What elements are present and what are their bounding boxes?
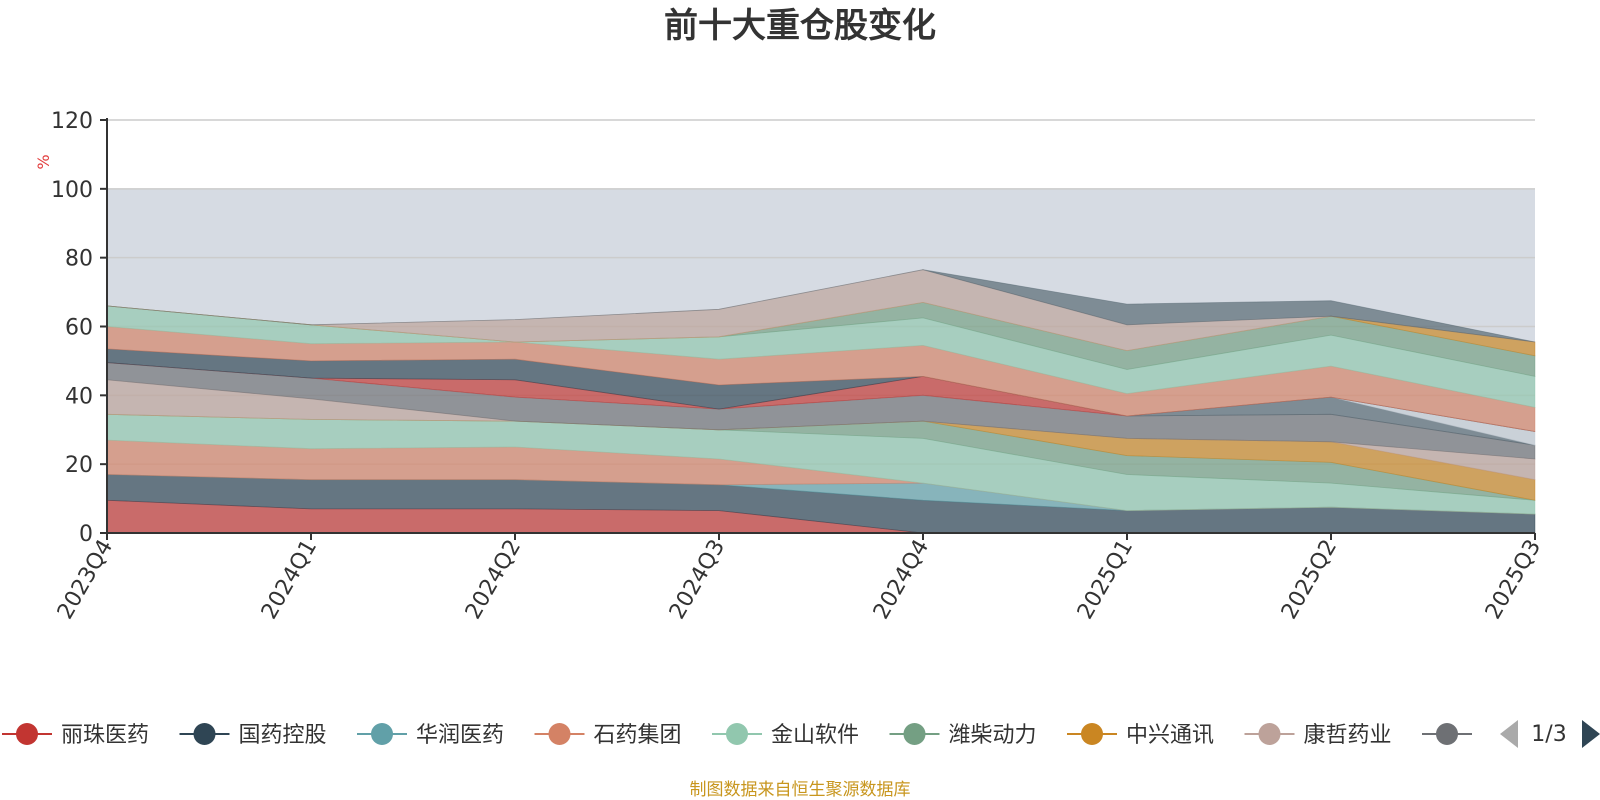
legend-item[interactable]: 石药集团 (534, 723, 682, 748)
y-tick-label: 120 (51, 109, 93, 134)
x-tick-label: 2025Q2 (1277, 536, 1342, 624)
plot-area (106, 119, 1536, 534)
y-tick-label: 80 (65, 247, 93, 272)
x-tick-label: 2025Q3 (1481, 536, 1546, 624)
legend-marker-icon (371, 723, 393, 745)
legend-label: 潍柴动力 (949, 723, 1037, 748)
legend-marker-icon (1258, 723, 1281, 745)
legend-item[interactable]: 丽珠医药 (2, 723, 149, 748)
y-tick-label: 0 (79, 522, 93, 547)
legend-marker-icon (16, 723, 38, 745)
legend-label: 康哲药业 (1304, 723, 1392, 748)
legend-page-indicator: 1/3 (1531, 722, 1566, 747)
legend-marker-icon (726, 723, 748, 745)
x-tick-label: 2024Q3 (665, 536, 730, 624)
legend-label: 中兴通讯 (1126, 723, 1214, 748)
x-tick-label: 2024Q1 (257, 536, 322, 624)
y-tick-label: 40 (65, 384, 93, 409)
legend-item[interactable]: 金山软件 (712, 723, 859, 748)
legend-label: 华润医药 (416, 723, 504, 748)
source-note: 制图数据来自恒生聚源数据库 (690, 780, 911, 800)
legend: 丽珠医药 国药控股 华润医药 石药集团 金山软件 潍柴动力 中兴通讯 康哲药业 (2, 723, 1472, 748)
series-area-19 (106, 269, 1536, 343)
legend-marker-icon (1081, 723, 1103, 745)
x-tick-label: 2024Q2 (461, 536, 526, 624)
chart-title: 前十大重仓股变化 (664, 6, 936, 46)
legend-marker-icon (1436, 723, 1458, 745)
y-unit-label: % (34, 154, 53, 169)
legend-label: 石药集团 (594, 723, 682, 748)
legend-item[interactable]: 潍柴动力 (889, 723, 1037, 748)
legend-label: 丽珠医药 (61, 723, 149, 748)
x-tick-label: 2024Q4 (869, 536, 934, 624)
legend-next-icon[interactable] (1582, 720, 1600, 748)
legend-marker-icon (193, 723, 216, 745)
legend-label: 国药控股 (239, 723, 327, 748)
x-tick-label: 2023Q4 (53, 536, 118, 624)
legend-item[interactable]: 华润医药 (357, 723, 504, 748)
y-tick-label: 60 (65, 316, 93, 341)
legend-item[interactable]: 康哲药业 (1244, 723, 1392, 748)
y-tick-label: 100 (51, 178, 93, 203)
legend-item[interactable]: 国药控股 (179, 723, 327, 748)
legend-marker-icon (903, 723, 926, 745)
legend-prev-icon[interactable] (1500, 720, 1518, 748)
legend-label: 金山软件 (771, 723, 859, 748)
legend-item[interactable] (1422, 723, 1472, 745)
x-tick-label: 2025Q1 (1073, 536, 1138, 624)
y-tick-label: 20 (65, 453, 93, 478)
legend-marker-icon (548, 723, 571, 745)
legend-item[interactable]: 中兴通讯 (1067, 723, 1214, 748)
